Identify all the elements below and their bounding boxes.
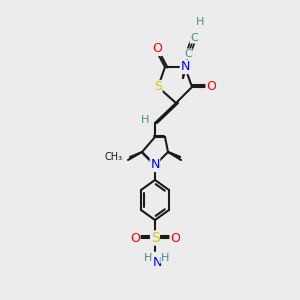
Text: N: N <box>152 256 162 269</box>
Text: H: H <box>196 17 204 27</box>
Text: H: H <box>141 115 149 125</box>
Text: O: O <box>130 232 140 244</box>
Text: N: N <box>180 61 190 74</box>
Text: C: C <box>190 33 198 43</box>
Text: O: O <box>170 232 180 244</box>
Text: S: S <box>154 80 162 94</box>
Text: O: O <box>206 80 216 94</box>
Text: N: N <box>150 158 160 172</box>
Text: CH₃: CH₃ <box>105 152 123 162</box>
Text: H: H <box>144 253 152 263</box>
Text: O: O <box>152 43 162 56</box>
Text: S: S <box>151 231 159 245</box>
Text: H: H <box>161 253 169 263</box>
Text: C: C <box>184 49 192 59</box>
